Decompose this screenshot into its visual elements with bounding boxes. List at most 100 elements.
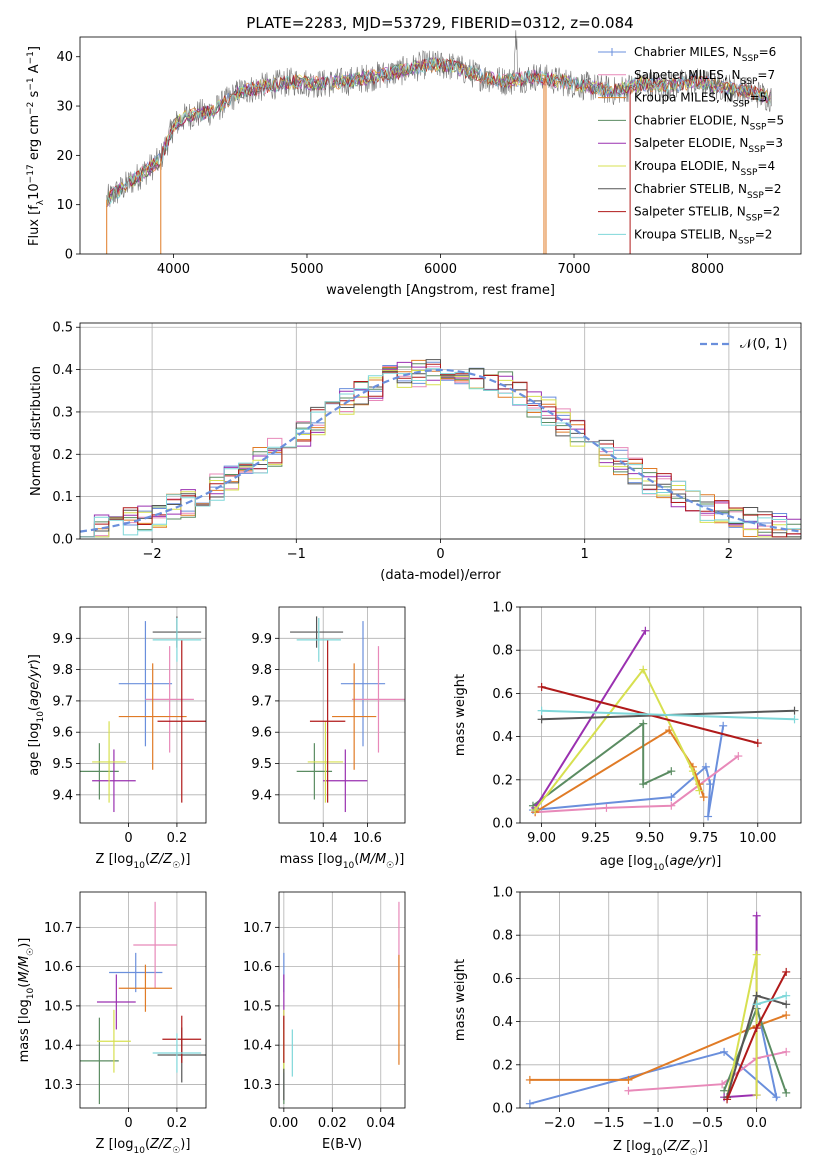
y-tick-label: 9.5 — [52, 757, 73, 772]
label-part: ( — [17, 983, 32, 988]
label-part: ☉ — [172, 861, 180, 871]
y-tick-label: 10 — [56, 198, 73, 213]
y-tick-label: 0.2 — [492, 1058, 513, 1073]
label-part: =2 — [763, 205, 781, 219]
y-tick-label: 0.6 — [492, 687, 513, 702]
y-tick-label: 1.0 — [492, 886, 513, 901]
label-part: SSP — [748, 145, 765, 155]
x-tick-label: 0 — [436, 547, 444, 562]
plot-area — [79, 359, 802, 538]
x-tick-label: −2 — [143, 547, 162, 562]
x-tick-label: −1.5 — [593, 1116, 625, 1131]
label-part: M/M — [17, 956, 32, 983]
x-tick-label: 0.0 — [746, 1116, 767, 1131]
legend-label: Chabrier STELIB, NSSP=2 — [634, 182, 782, 201]
legend-label: Chabrier MILES, NSSP=6 — [634, 45, 776, 64]
x-tick-label: 1 — [581, 547, 589, 562]
label-part: )] — [698, 1139, 708, 1154]
y-tick-label: 9.9 — [251, 632, 272, 647]
plot-area — [283, 901, 400, 1105]
axes-frame — [79, 606, 207, 824]
panel-mass_weight_vs_age: 9.00 9.25 9.50 9.75 10.00 0.0 0.2 0.4 0.6 0.8 1.0 a… — [453, 601, 802, 873]
label-part: Z [log — [613, 1139, 651, 1154]
axes-frame — [278, 606, 406, 824]
weight-line — [529, 1014, 787, 1081]
label-part: mass [log — [17, 999, 32, 1062]
model-spectrum — [106, 57, 771, 208]
legend-label: Kroupa ELODIE, NSSP=4 — [634, 159, 775, 178]
label-part: SSP — [746, 214, 763, 224]
x-tick-label: 4000 — [157, 262, 190, 277]
x-axis-label: Z [log10(Z/Z☉)] — [96, 1137, 191, 1156]
label-part: Z/Z — [149, 852, 173, 867]
label-part: Kroupa MILES, N — [634, 91, 733, 105]
x-tick-label: 10.6 — [353, 831, 382, 846]
label-part: SSP — [738, 236, 755, 246]
weight-line — [532, 721, 672, 807]
y-tick-label: 0.8 — [492, 644, 513, 659]
x-tick-label: −1.0 — [642, 1116, 674, 1131]
label-part: Z [log — [96, 852, 134, 867]
label-part: Z/Z — [667, 1139, 691, 1154]
x-axis-label: Z [log10(Z/Z☉)] — [96, 852, 191, 871]
label-part: Salpeter MILES, N — [634, 68, 741, 82]
label-part: 10 — [651, 1148, 663, 1158]
y-tick-label: 9.5 — [251, 757, 272, 772]
y-tick-label: 9.9 — [52, 632, 73, 647]
label-part: ( — [27, 706, 42, 711]
weight-line — [756, 994, 787, 1006]
x-tick-label: 0.2 — [167, 1116, 188, 1131]
y-tick-label: 10.3 — [243, 1078, 272, 1093]
y-tick-label: 10.6 — [243, 960, 272, 975]
label-part: A — [27, 64, 42, 77]
label-part: ( — [145, 852, 150, 867]
label-part: Kroupa ELODIE, N — [634, 159, 741, 173]
y-axis-label: Flux [fλ10−17 erg cm−2 s−1 A−1] — [26, 46, 46, 246]
label-part: −1 — [26, 51, 36, 64]
x-tick-label: 6000 — [424, 262, 457, 277]
label-part: )] — [180, 852, 190, 867]
legend-label: 𝒩(0, 1) — [740, 337, 787, 352]
label-part: Z [log — [96, 1137, 134, 1152]
model-spectrum — [106, 57, 771, 208]
label-part: 10 — [36, 711, 46, 723]
y-tick-label: 9.7 — [251, 694, 272, 709]
y-axis-label: mass weight — [453, 674, 468, 756]
x-tick-label: 10.00 — [739, 831, 776, 846]
panel-mass_vs_Z: 0 0.210.310.410.510.610.7Z [log10(Z/Z☉)]m… — [17, 891, 207, 1156]
x-tick-label: 9.50 — [635, 831, 664, 846]
model-spectrum — [106, 57, 771, 208]
label-part: s — [27, 90, 42, 101]
label-part: )] — [394, 852, 404, 867]
x-tick-label: −0.5 — [692, 1116, 724, 1131]
legend-label: Kroupa STELIB, NSSP=2 — [634, 227, 772, 246]
y-tick-label: 0.0 — [492, 1102, 513, 1117]
y-tick-label: 9.4 — [52, 788, 73, 803]
y-tick-label: 0.8 — [492, 929, 513, 944]
y-tick-label: 9.8 — [52, 663, 73, 678]
label-part: 10 — [26, 987, 36, 999]
y-tick-label: 10.5 — [243, 999, 272, 1014]
x-tick-label: 5000 — [290, 262, 323, 277]
label-part: SSP — [741, 168, 758, 178]
label-part: =2 — [755, 227, 773, 241]
label-part: ☉ — [172, 1146, 180, 1156]
label-part: 10 — [133, 861, 145, 871]
normal-reference-curve — [79, 368, 802, 533]
x-tick-label: 0 — [124, 831, 132, 846]
x-axis-label: (data-model)/error — [380, 568, 501, 583]
label-part: Chabrier ELODIE, N — [634, 113, 750, 127]
y-axis-label: mass [log10(M/M☉)] — [17, 938, 36, 1063]
plot-area — [528, 626, 799, 821]
legend-label: Chabrier ELODIE, NSSP=5 — [634, 113, 784, 132]
label-part: Salpeter STELIB, N — [634, 205, 746, 219]
label-part: 10 — [653, 863, 665, 873]
y-tick-label: 0 — [65, 248, 73, 263]
label-part: ☉ — [26, 948, 36, 956]
y-tick-label: 10.5 — [44, 999, 73, 1014]
weight-line — [529, 1004, 779, 1105]
label-part: age/yr — [27, 663, 42, 706]
axes-frame — [278, 891, 406, 1109]
label-part: )] — [17, 938, 32, 948]
label-part: Chabrier STELIB, N — [634, 182, 747, 196]
